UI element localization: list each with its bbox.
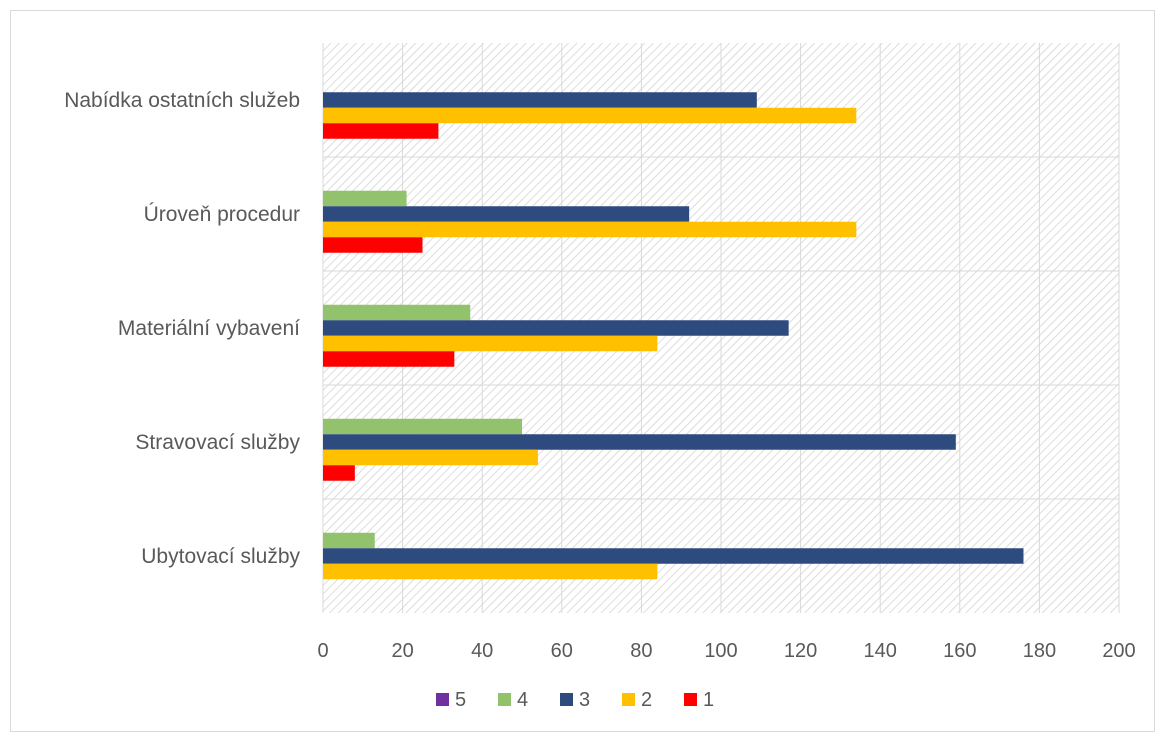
x-tick-label: 80 bbox=[630, 640, 652, 662]
x-tick-label: 60 bbox=[551, 640, 573, 662]
bar-series-2 bbox=[323, 221, 857, 238]
category-label: Úroveň procedur bbox=[144, 203, 300, 226]
legend-swatch-4 bbox=[498, 693, 511, 706]
bar-series-1 bbox=[323, 351, 455, 367]
bars bbox=[323, 92, 1024, 580]
bar-series-2 bbox=[323, 563, 658, 580]
bar-series-3 bbox=[323, 434, 956, 450]
bar-series-1 bbox=[323, 237, 423, 253]
x-tick-label: 20 bbox=[391, 640, 413, 662]
x-tick-labels: 0 20 40 60 80 100 120 140 160 180 200 bbox=[317, 640, 1135, 662]
bar-series-3 bbox=[323, 92, 757, 108]
x-tick-label: 100 bbox=[704, 640, 737, 662]
x-tick-label: 180 bbox=[1023, 640, 1056, 662]
legend-label-5: 5 bbox=[455, 689, 466, 711]
x-tick-label: 40 bbox=[471, 640, 493, 662]
bar-series-1 bbox=[323, 123, 439, 139]
legend-label-4: 4 bbox=[517, 689, 528, 711]
x-tick-label: 0 bbox=[317, 640, 328, 662]
bar-series-4 bbox=[323, 418, 522, 435]
x-tick-label: 140 bbox=[864, 640, 897, 662]
bar-series-2 bbox=[323, 107, 857, 124]
legend-swatch-3 bbox=[560, 693, 573, 706]
legend-label-1: 1 bbox=[703, 689, 714, 711]
category-label: Nabídka ostatních služeb bbox=[64, 89, 300, 112]
category-label: Ubytovací služby bbox=[141, 545, 300, 568]
bar-series-4 bbox=[323, 304, 471, 321]
legend-label-3: 3 bbox=[579, 689, 590, 711]
bar-series-2 bbox=[323, 335, 658, 352]
category-label: Stravovací služby bbox=[135, 431, 300, 454]
legend: 5 4 3 2 1 bbox=[436, 689, 714, 711]
legend-swatch-1 bbox=[684, 693, 697, 706]
x-tick-label: 160 bbox=[943, 640, 976, 662]
legend-label-2: 2 bbox=[641, 689, 652, 711]
x-tick-label: 120 bbox=[784, 640, 817, 662]
bar-series-2 bbox=[323, 449, 538, 466]
legend-swatch-5 bbox=[436, 693, 449, 706]
bar-series-4 bbox=[323, 190, 407, 207]
category-label: Materiální vybavení bbox=[118, 317, 300, 340]
legend-swatch-2 bbox=[622, 693, 635, 706]
bar-series-1 bbox=[323, 465, 355, 481]
bar-series-3 bbox=[323, 206, 690, 222]
bar-series-4 bbox=[323, 532, 375, 549]
bar-series-3 bbox=[323, 548, 1024, 564]
category-labels: Nabídka ostatních služeb Úroveň procedur M… bbox=[64, 89, 300, 568]
bar-series-3 bbox=[323, 320, 789, 336]
x-tick-label: 200 bbox=[1102, 640, 1135, 662]
